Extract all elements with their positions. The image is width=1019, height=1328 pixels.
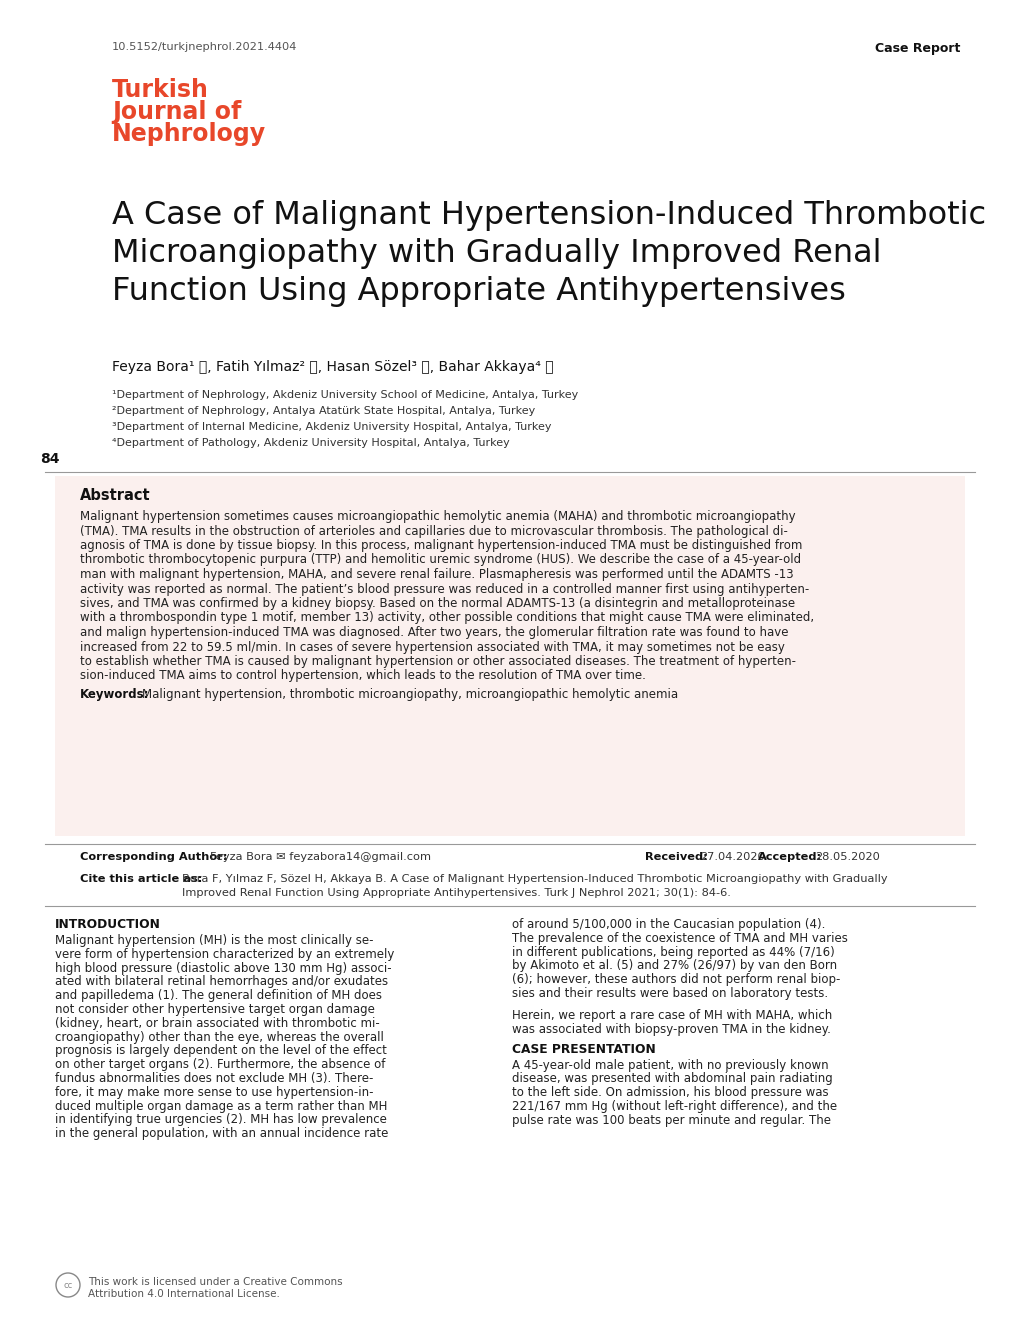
Text: to establish whether TMA is caused by malignant hypertension or other associated: to establish whether TMA is caused by ma…: [79, 655, 795, 668]
Text: duced multiple organ damage as a term rather than MH: duced multiple organ damage as a term ra…: [55, 1100, 387, 1113]
Text: and malign hypertension-induced TMA was diagnosed. After two years, the glomerul: and malign hypertension-induced TMA was …: [79, 625, 788, 639]
Text: ²Department of Nephrology, Antalya Atatürk State Hospital, Antalya, Turkey: ²Department of Nephrology, Antalya Atatü…: [112, 406, 535, 416]
Text: ¹Department of Nephrology, Akdeniz University School of Medicine, Antalya, Turke: ¹Department of Nephrology, Akdeniz Unive…: [112, 390, 578, 400]
Text: in different publications, being reported as 44% (7/16): in different publications, being reporte…: [512, 946, 834, 959]
Text: in identifying true urgencies (2). MH has low prevalence: in identifying true urgencies (2). MH ha…: [55, 1113, 386, 1126]
Text: increased from 22 to 59.5 ml/min. In cases of severe hypertension associated wit: increased from 22 to 59.5 ml/min. In cas…: [79, 640, 784, 653]
Text: croangiopathy) other than the eye, whereas the overall: croangiopathy) other than the eye, where…: [55, 1031, 383, 1044]
Text: 221/167 mm Hg (without left-right difference), and the: 221/167 mm Hg (without left-right differ…: [512, 1100, 837, 1113]
Text: pulse rate was 100 beats per minute and regular. The: pulse rate was 100 beats per minute and …: [512, 1114, 830, 1127]
Text: 27.04.2020: 27.04.2020: [699, 853, 764, 862]
Text: Case Report: Case Report: [873, 42, 959, 54]
Text: cc: cc: [63, 1280, 72, 1289]
Text: 28.05.2020: 28.05.2020: [814, 853, 879, 862]
Text: 10.5152/turkjnephrol.2021.4404: 10.5152/turkjnephrol.2021.4404: [112, 42, 298, 52]
Bar: [55, 475, 964, 837]
Text: agnosis of TMA is done by tissue biopsy. In this process, malignant hypertension: agnosis of TMA is done by tissue biopsy.…: [79, 539, 802, 552]
Text: by Akimoto et al. (5) and 27% (26/97) by van den Born: by Akimoto et al. (5) and 27% (26/97) by…: [512, 959, 837, 972]
Text: The prevalence of the coexistence of TMA and MH varies: The prevalence of the coexistence of TMA…: [512, 932, 847, 944]
Text: ated with bilateral retinal hemorrhages and/or exudates: ated with bilateral retinal hemorrhages …: [55, 975, 388, 988]
Text: Nephrology: Nephrology: [112, 122, 266, 146]
Text: Received:: Received:: [644, 853, 707, 862]
Text: A 45-year-old male patient, with no previously known: A 45-year-old male patient, with no prev…: [512, 1058, 827, 1072]
Text: Improved Renal Function Using Appropriate Antihypertensives. Turk J Nephrol 2021: Improved Renal Function Using Appropriat…: [181, 888, 731, 898]
Text: CASE PRESENTATION: CASE PRESENTATION: [512, 1042, 655, 1056]
Text: and papilledema (1). The general definition of MH does: and papilledema (1). The general definit…: [55, 989, 382, 1003]
Text: to the left side. On admission, his blood pressure was: to the left side. On admission, his bloo…: [512, 1086, 827, 1100]
Text: (TMA). TMA results in the obstruction of arterioles and capillaries due to micro: (TMA). TMA results in the obstruction of…: [79, 525, 787, 538]
Text: (6); however, these authors did not perform renal biop-: (6); however, these authors did not perf…: [512, 973, 840, 987]
Text: ⁴Department of Pathology, Akdeniz University Hospital, Antalya, Turkey: ⁴Department of Pathology, Akdeniz Univer…: [112, 438, 510, 448]
Text: Accepted:: Accepted:: [757, 853, 821, 862]
Text: high blood pressure (diastolic above 130 mm Hg) associ-: high blood pressure (diastolic above 130…: [55, 961, 391, 975]
Text: Bora F, Yılmaz F, Sözel H, Akkaya B. A Case of Malignant Hypertension-Induced Th: Bora F, Yılmaz F, Sözel H, Akkaya B. A C…: [181, 874, 887, 884]
Text: not consider other hypertensive target organ damage: not consider other hypertensive target o…: [55, 1003, 375, 1016]
Text: sion-induced TMA aims to control hypertension, which leads to the resolution of : sion-induced TMA aims to control hyperte…: [79, 669, 645, 683]
Text: with a thrombospondin type 1 motif, member 13) activity, other possible conditio: with a thrombospondin type 1 motif, memb…: [79, 611, 813, 624]
Text: Malignant hypertension sometimes causes microangiopathic hemolytic anemia (MAHA): Malignant hypertension sometimes causes …: [79, 510, 795, 523]
Text: Function Using Appropriate Antihypertensives: Function Using Appropriate Antihypertens…: [112, 276, 845, 307]
Text: INTRODUCTION: INTRODUCTION: [55, 918, 161, 931]
Text: sies and their results were based on laboratory tests.: sies and their results were based on lab…: [512, 987, 827, 1000]
Text: activity was reported as normal. The patient’s blood pressure was reduced in a c: activity was reported as normal. The pat…: [79, 583, 808, 595]
Text: disease, was presented with abdominal pain radiating: disease, was presented with abdominal pa…: [512, 1073, 832, 1085]
Text: on other target organs (2). Furthermore, the absence of: on other target organs (2). Furthermore,…: [55, 1058, 385, 1072]
Text: man with malignant hypertension, MAHA, and severe renal failure. Plasmapheresis : man with malignant hypertension, MAHA, a…: [79, 568, 793, 582]
Text: sives, and TMA was confirmed by a kidney biopsy. Based on the normal ADAMTS-13 (: sives, and TMA was confirmed by a kidney…: [79, 598, 795, 610]
Text: This work is licensed under a Creative Commons: This work is licensed under a Creative C…: [88, 1278, 342, 1287]
Text: Abstract: Abstract: [79, 487, 151, 503]
Text: Malignant hypertension (MH) is the most clinically se-: Malignant hypertension (MH) is the most …: [55, 934, 373, 947]
Text: Cite this article as:: Cite this article as:: [79, 874, 202, 884]
Text: Feyza Bora¹ ⓘ, Fatih Yılmaz² ⓘ, Hasan Sözel³ ⓘ, Bahar Akkaya⁴ ⓘ: Feyza Bora¹ ⓘ, Fatih Yılmaz² ⓘ, Hasan Sö…: [112, 360, 553, 374]
Text: Herein, we report a rare case of MH with MAHA, which: Herein, we report a rare case of MH with…: [512, 1009, 832, 1023]
Text: of around 5/100,000 in the Caucasian population (4).: of around 5/100,000 in the Caucasian pop…: [512, 918, 824, 931]
Text: fore, it may make more sense to use hypertension-in-: fore, it may make more sense to use hype…: [55, 1086, 373, 1098]
Text: Attribution 4.0 International License.: Attribution 4.0 International License.: [88, 1289, 279, 1299]
Text: ³Department of Internal Medicine, Akdeniz University Hospital, Antalya, Turkey: ³Department of Internal Medicine, Akdeni…: [112, 422, 551, 432]
Text: was associated with biopsy-proven TMA in the kidney.: was associated with biopsy-proven TMA in…: [512, 1023, 830, 1036]
Text: prognosis is largely dependent on the level of the effect: prognosis is largely dependent on the le…: [55, 1044, 386, 1057]
Text: (kidney, heart, or brain associated with thrombotic mi-: (kidney, heart, or brain associated with…: [55, 1017, 379, 1029]
Text: Microangiopathy with Gradually Improved Renal: Microangiopathy with Gradually Improved …: [112, 238, 880, 270]
Text: A Case of Malignant Hypertension-Induced Thrombotic: A Case of Malignant Hypertension-Induced…: [112, 201, 985, 231]
Text: Feyza Bora ✉ feyzabora14@gmail.com: Feyza Bora ✉ feyzabora14@gmail.com: [210, 853, 431, 862]
Text: in the general population, with an annual incidence rate: in the general population, with an annua…: [55, 1127, 388, 1141]
Text: Corresponding Author:: Corresponding Author:: [79, 853, 227, 862]
Text: Turkish: Turkish: [112, 78, 209, 102]
Text: Journal of: Journal of: [112, 100, 242, 124]
Text: fundus abnormalities does not exclude MH (3). There-: fundus abnormalities does not exclude MH…: [55, 1072, 373, 1085]
Text: Keywords:: Keywords:: [79, 688, 150, 701]
Text: 84: 84: [40, 452, 59, 466]
Text: Malignant hypertension, thrombotic microangiopathy, microangiopathic hemolytic a: Malignant hypertension, thrombotic micro…: [142, 688, 678, 701]
Text: vere form of hypertension characterized by an extremely: vere form of hypertension characterized …: [55, 948, 394, 960]
Text: thrombotic thrombocytopenic purpura (TTP) and hemolitic uremic syndrome (HUS). W: thrombotic thrombocytopenic purpura (TTP…: [79, 554, 800, 567]
